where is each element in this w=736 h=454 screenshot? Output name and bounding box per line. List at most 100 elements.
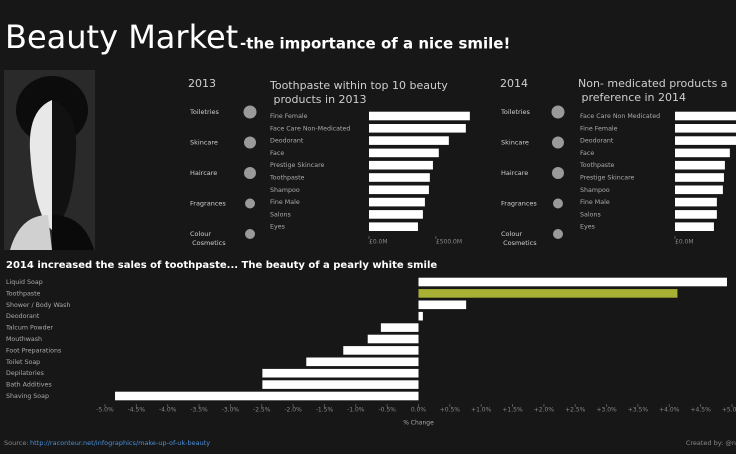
bar bbox=[380, 323, 419, 332]
category-label: Eyes bbox=[580, 224, 595, 231]
category-label: Shaving Soap bbox=[6, 393, 49, 400]
category-label: Skincare bbox=[501, 139, 529, 147]
x-tick-label: -2.0% bbox=[284, 407, 302, 414]
bar bbox=[115, 391, 419, 401]
credit: Created by: @n bbox=[686, 439, 736, 447]
category-label: Salons bbox=[580, 211, 601, 218]
bar bbox=[675, 148, 730, 158]
category-label: Fine Female bbox=[270, 113, 308, 120]
x-tick-label: -2.5% bbox=[253, 407, 271, 414]
bar bbox=[675, 185, 723, 195]
x-tick-label: +3.0% bbox=[596, 407, 617, 414]
page-subtitle: -the importance of a nice smile! bbox=[240, 35, 510, 53]
bubble bbox=[553, 198, 563, 209]
category-label: Face bbox=[270, 150, 284, 157]
bubble bbox=[244, 136, 256, 149]
x-axis-title: % Change bbox=[403, 420, 434, 427]
bar bbox=[675, 222, 714, 231]
x-tick-label: £500.0M bbox=[436, 239, 462, 246]
bar bbox=[675, 111, 736, 121]
bar bbox=[418, 289, 678, 298]
category-label: Toothpaste bbox=[269, 175, 305, 182]
category-label: Fine Male bbox=[270, 199, 300, 206]
category-label: Fine Female bbox=[580, 125, 618, 132]
x-tick-label: £0.0M bbox=[369, 239, 388, 246]
bubble bbox=[245, 198, 255, 209]
x-tick-label: +4.5% bbox=[691, 407, 712, 414]
bar bbox=[369, 185, 429, 195]
x-tick-label: -1.0% bbox=[347, 407, 365, 414]
category-label: Bath Additives bbox=[6, 382, 52, 389]
bar bbox=[369, 160, 433, 170]
category-label: Shampoo bbox=[270, 187, 300, 194]
category-label: Toilet Soap bbox=[5, 359, 40, 366]
bar bbox=[343, 346, 419, 355]
category-label: Shampoo bbox=[580, 187, 610, 194]
x-tick-label: -5.0% bbox=[96, 407, 114, 414]
category-label: Foot Preparations bbox=[6, 347, 61, 354]
x-tick-label: -1.5% bbox=[316, 407, 334, 414]
category-label: Mouthwash bbox=[6, 336, 42, 343]
x-tick-label: +5.0% bbox=[722, 407, 736, 414]
category-label: Prestige Skincare bbox=[580, 175, 635, 182]
x-tick-label: +2.5% bbox=[565, 407, 586, 414]
x-tick-label: -4.5% bbox=[128, 407, 146, 414]
category-label: Shower / Body Wash bbox=[6, 302, 70, 309]
x-tick-label: +3.5% bbox=[628, 407, 649, 414]
category-label: Toothpaste bbox=[5, 290, 41, 297]
x-tick-label: +2.0% bbox=[534, 407, 555, 414]
bar bbox=[369, 124, 466, 133]
x-tick-label: +1.0% bbox=[471, 407, 492, 414]
bar bbox=[369, 197, 425, 207]
category-label: Face Care Non Medicated bbox=[580, 113, 660, 120]
x-tick-label: -0.5% bbox=[378, 407, 396, 414]
bubble bbox=[245, 229, 255, 239]
category-label: Depilatories bbox=[6, 370, 44, 377]
bar bbox=[675, 173, 724, 182]
category-label: Haircare bbox=[501, 169, 528, 177]
bar bbox=[306, 357, 419, 367]
source-link[interactable]: http://raconteur.net/infographics/make-u… bbox=[30, 439, 210, 447]
category-label: Colour Cosmetics bbox=[190, 230, 226, 247]
category-label: Haircare bbox=[190, 169, 217, 177]
bar bbox=[369, 136, 449, 145]
category-label: Prestige Skincare bbox=[270, 162, 325, 169]
bubble bbox=[244, 167, 256, 179]
x-tick-label: 0.0% bbox=[411, 407, 427, 414]
bar bbox=[262, 368, 419, 378]
category-label: Toiletries bbox=[189, 108, 219, 116]
bar bbox=[675, 210, 717, 219]
bar bbox=[262, 380, 419, 389]
x-tick-label: +4.0% bbox=[659, 407, 680, 414]
x-tick-label: -3.0% bbox=[222, 407, 240, 414]
bubble bbox=[243, 105, 257, 119]
category-label: Fragrances bbox=[501, 200, 537, 208]
bar bbox=[369, 111, 470, 121]
category-label: Deodorant bbox=[580, 138, 614, 145]
section-title: 2014 bbox=[500, 77, 528, 90]
x-tick-label: -4.0% bbox=[159, 407, 177, 414]
chart-title: Toothpaste within top 10 beauty products… bbox=[269, 79, 448, 106]
category-label: Eyes bbox=[270, 224, 285, 231]
bar bbox=[675, 136, 736, 145]
bubble bbox=[552, 167, 564, 179]
bar bbox=[418, 311, 423, 321]
category-label: Salons bbox=[270, 211, 291, 218]
category-label: Liquid Soap bbox=[6, 279, 43, 286]
bar bbox=[675, 160, 725, 170]
bar bbox=[369, 222, 418, 231]
category-label: Deodorant bbox=[270, 138, 304, 145]
category-label: Fragrances bbox=[190, 200, 226, 208]
category-label: Toothpaste bbox=[579, 162, 615, 169]
category-label: Deodorant bbox=[6, 313, 40, 320]
category-label: Colour Cosmetics bbox=[501, 230, 537, 247]
bar bbox=[367, 334, 419, 344]
category-label: Talcum Powder bbox=[5, 325, 53, 332]
page-title: Beauty Market bbox=[5, 18, 238, 56]
bar bbox=[369, 173, 430, 182]
x-tick-label: +1.5% bbox=[502, 407, 523, 414]
bar bbox=[418, 300, 467, 310]
category-label: Fine Male bbox=[580, 199, 610, 206]
